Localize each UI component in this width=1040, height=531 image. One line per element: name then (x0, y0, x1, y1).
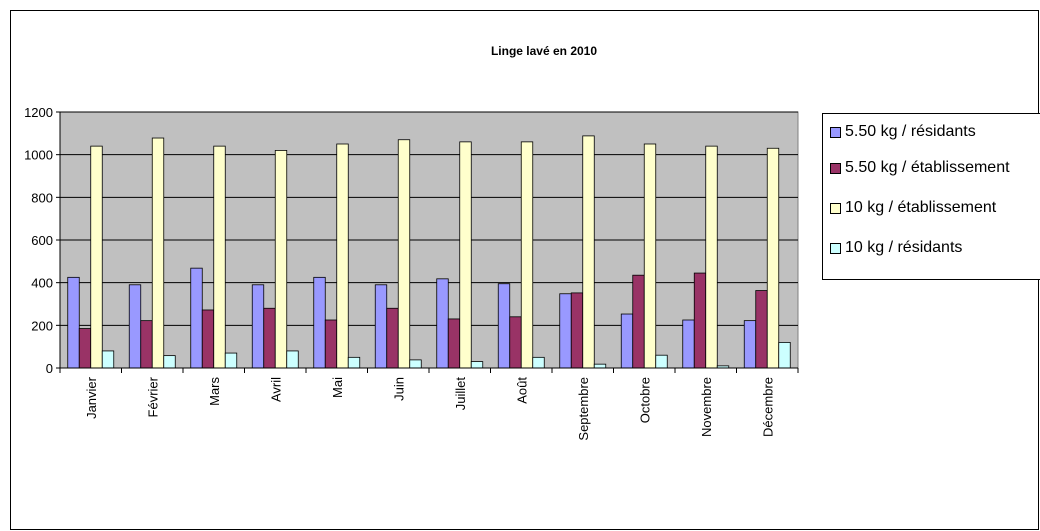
bar (693, 272, 707, 369)
bar (151, 137, 165, 369)
bar (766, 147, 780, 369)
bar (313, 276, 326, 369)
x-category-label: Février (145, 376, 160, 417)
x-category-label: Mai (330, 377, 345, 398)
y-tick-label: 600 (31, 233, 53, 248)
bar (705, 145, 718, 369)
bar (336, 143, 349, 369)
bar (101, 350, 115, 369)
bar (559, 293, 572, 369)
bar (263, 307, 276, 369)
legend-item: 10 kg / résidants (830, 238, 962, 258)
y-tick-label: 1000 (24, 148, 53, 163)
y-tick-label: 800 (31, 190, 53, 205)
bar (286, 350, 299, 369)
bar (643, 143, 657, 369)
x-category-label: Octobre (637, 377, 652, 423)
bar (497, 283, 511, 369)
bar (682, 319, 695, 369)
bar (374, 284, 388, 369)
x-category-label: Septembre (576, 377, 591, 441)
bar (140, 320, 153, 369)
bar (632, 274, 645, 369)
bar (655, 354, 668, 369)
bar (570, 292, 584, 369)
legend-swatch (830, 126, 841, 138)
x-category-label: Juin (391, 377, 406, 401)
bar (459, 141, 472, 369)
bar (620, 313, 634, 369)
x-category-label: Juillet (453, 377, 468, 411)
legend-item: 10 kg / établissement (830, 198, 996, 218)
chart-legend: 5.50 kg / résidants 5.50 kg / établisseme… (822, 113, 1040, 280)
bar (509, 316, 522, 369)
bar (447, 318, 461, 369)
bar (582, 135, 595, 369)
bar-chart: Linge lavé en 2010 0 200 400 600 800 1000 1200… (24, 44, 799, 441)
bar (520, 141, 534, 369)
chart-title: Linge lavé en 2010 (491, 44, 597, 58)
bar (128, 284, 142, 369)
x-category-label: Janvier (84, 376, 99, 419)
bar (386, 307, 399, 369)
bar (251, 284, 265, 369)
bar (347, 356, 361, 369)
bar (213, 145, 226, 369)
y-tick-label: 0 (46, 361, 53, 376)
x-category-label: Août (514, 377, 529, 404)
bar (190, 267, 203, 369)
bar (397, 139, 411, 369)
y-tick-label: 200 (31, 318, 53, 333)
x-category-label: Avril (268, 377, 283, 402)
bar (755, 290, 768, 369)
legend-label: 10 kg / résidants (845, 239, 963, 256)
bar (201, 309, 215, 369)
bar (532, 356, 545, 369)
bar (778, 341, 791, 369)
bar (78, 328, 92, 369)
bar (163, 355, 176, 369)
legend-item: 5.50 kg / résidants (830, 122, 976, 142)
bar (593, 363, 607, 369)
legend-swatch (830, 202, 841, 214)
chart-area: Linge lavé en 2010 0 200 400 600 800 1000 1200… (10, 10, 1040, 530)
bar (274, 149, 288, 369)
x-category-label: Novembre (699, 377, 714, 437)
legend-label: 5.50 kg / établissement (845, 159, 1010, 176)
y-tick-label: 400 (31, 276, 53, 291)
bar (470, 361, 484, 369)
x-category-label: Décembre (760, 377, 775, 437)
bar (224, 352, 238, 369)
legend-label: 10 kg / établissement (845, 199, 997, 216)
y-tick-label: 1200 (24, 105, 53, 120)
bar (324, 319, 338, 369)
bar (67, 276, 80, 369)
legend-swatch (830, 242, 841, 254)
legend-swatch (830, 162, 841, 174)
bar (409, 359, 422, 369)
legend-label: 5.50 kg / résidants (845, 123, 976, 140)
legend-item: 5.50 kg / établissement (830, 158, 1010, 178)
bar (90, 145, 103, 369)
x-category-label: Mars (207, 377, 222, 406)
bar (436, 278, 449, 369)
bar (743, 320, 757, 369)
